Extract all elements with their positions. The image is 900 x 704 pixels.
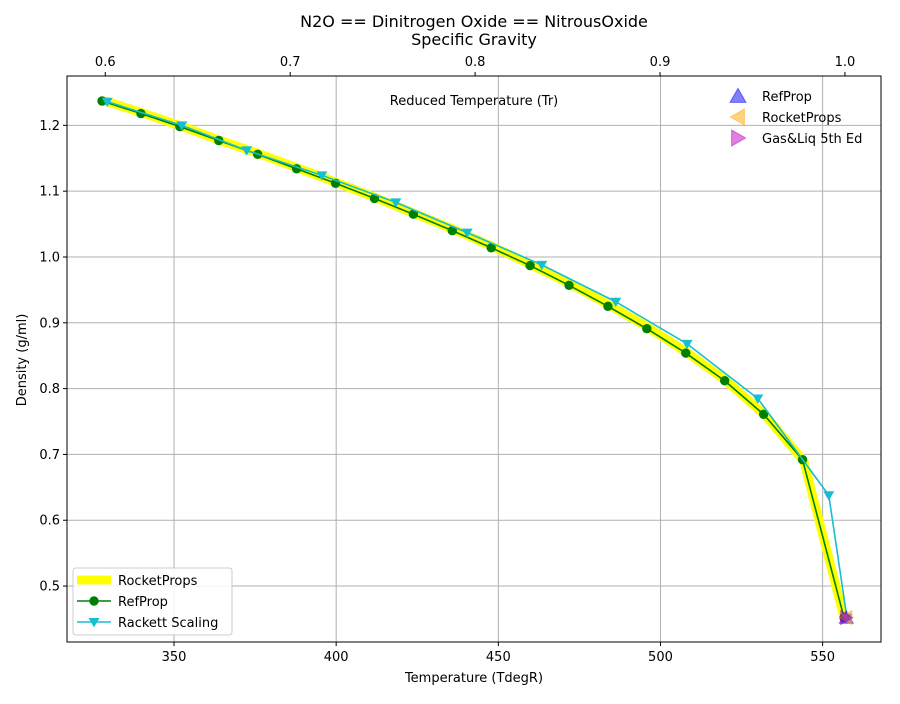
data-point-refprop — [642, 324, 652, 334]
data-point-rackett-scaling — [752, 394, 764, 404]
legend-marker-rackett-scaling — [88, 618, 100, 628]
x-tick-label: 450 — [486, 650, 511, 665]
legend-label-rackett-scaling: Rackett Scaling — [118, 616, 218, 631]
legend-series: RocketProps RefProp Rackett Scaling — [72, 567, 233, 636]
data-point-refprop — [603, 301, 613, 312]
x-tick-label: 350 — [162, 650, 187, 665]
x-tick-label: 500 — [648, 650, 673, 665]
y-tick-label: 1.2 — [39, 119, 60, 134]
series-layer — [97, 96, 853, 624]
chart-title: N2O == Dinitrogen Oxide == NitrousOxide — [300, 12, 648, 31]
x-tick-label: 550 — [810, 650, 835, 665]
plot-frame — [66, 75, 882, 643]
top-tick-label: 0.6 — [95, 55, 116, 70]
legend-critical-points: RefProp RocketProps Gas&Liq 5th Ed — [729, 87, 862, 147]
data-point-rackett-scaling — [101, 97, 113, 108]
grid — [67, 76, 881, 642]
y-tick-label: 0.8 — [39, 382, 60, 397]
legend-label-rocketprops: RocketProps — [118, 574, 198, 589]
data-point-rackett-scaling — [536, 260, 548, 271]
legend-box — [72, 567, 233, 636]
legend-label-refprop: RefProp — [118, 595, 168, 610]
x-axis-label: Temperature (TdegR) — [404, 671, 543, 686]
chart-subtitle: Specific Gravity — [411, 30, 537, 49]
data-point-rackett-scaling — [241, 146, 253, 156]
y-tick-label: 0.9 — [39, 316, 60, 331]
legend-label-gas-liq-5th-ed: Gas&Liq 5th Ed — [762, 132, 862, 147]
y-tick-label: 0.5 — [39, 580, 60, 595]
series-line-rackett-scaling — [106, 100, 848, 618]
legend-label-rocketprops: RocketProps — [762, 111, 842, 126]
legend-marker-refprop — [89, 596, 99, 606]
data-point-rackett-scaling — [681, 339, 693, 350]
y-tick-label: 0.6 — [39, 514, 60, 529]
data-point-rackett-scaling — [176, 121, 188, 131]
data-point-rackett-scaling — [823, 491, 835, 501]
data-point-refprop — [681, 348, 691, 358]
data-point-refprop — [525, 260, 535, 271]
critical-point-gas-liq-5th-ed — [840, 609, 854, 626]
data-point-refprop — [564, 280, 574, 290]
top-tick-label: 0.8 — [465, 55, 486, 70]
x-tick-label: 400 — [324, 650, 349, 665]
y-tick-label: 1.0 — [39, 250, 60, 265]
critical-point-markers — [838, 609, 855, 626]
data-point-refprop — [719, 376, 730, 386]
data-point-rackett-scaling — [461, 228, 473, 238]
top-axis-label: Reduced Temperature (Tr) — [390, 94, 558, 109]
legend-label-refprop: RefProp — [762, 90, 812, 105]
legend-marker-refprop — [729, 87, 747, 103]
data-point-rackett-scaling — [610, 297, 622, 308]
series-line-refprop — [101, 100, 845, 618]
top-x-axis: 0.6 0.7 0.8 0.9 1.0 — [95, 55, 855, 76]
top-tick-label: 0.9 — [650, 55, 671, 70]
legend-marker-gas-liq-5th-ed — [731, 129, 747, 147]
bottom-x-axis: 350 400 450 500 550 — [162, 642, 835, 665]
top-tick-label: 1.0 — [835, 55, 856, 70]
data-point-rackett-scaling — [316, 171, 328, 181]
y-tick-label: 1.1 — [39, 185, 60, 200]
top-tick-label: 0.7 — [280, 55, 301, 70]
y-tick-label: 0.7 — [39, 448, 60, 463]
series-line-rocketprops — [101, 96, 849, 619]
data-point-rackett-scaling — [390, 198, 402, 208]
legend-marker-rocketprops — [729, 108, 745, 126]
y-axis-label: Density (g/ml) — [15, 314, 30, 407]
data-point-refprop — [758, 409, 769, 419]
left-y-axis: 0.5 0.6 0.7 0.8 0.9 1.0 1.1 1.2 — [39, 119, 67, 595]
